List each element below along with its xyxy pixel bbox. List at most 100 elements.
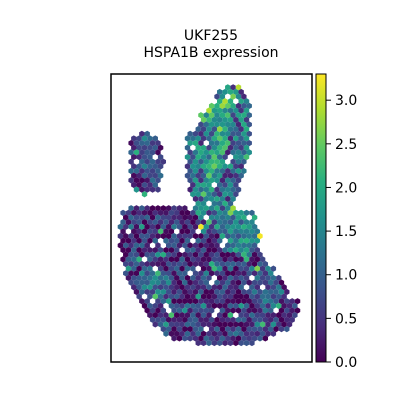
spot xyxy=(270,274,277,282)
spot xyxy=(251,270,258,277)
spot xyxy=(241,140,247,147)
spot xyxy=(208,158,215,165)
spot xyxy=(128,279,134,286)
spot xyxy=(259,302,266,309)
spot xyxy=(203,167,209,175)
spot xyxy=(238,293,244,300)
spot xyxy=(235,214,242,221)
spot xyxy=(217,274,223,282)
spot xyxy=(222,246,228,254)
spot xyxy=(123,260,129,268)
spot xyxy=(217,181,223,189)
spot xyxy=(136,228,142,235)
spot xyxy=(225,167,231,175)
spot xyxy=(225,130,231,137)
spot xyxy=(200,302,207,309)
spot xyxy=(273,298,279,305)
spot xyxy=(190,163,196,170)
spot xyxy=(184,265,191,272)
spot xyxy=(200,256,207,263)
spot xyxy=(211,321,218,328)
spot xyxy=(155,186,161,193)
spot xyxy=(166,251,172,258)
spot xyxy=(251,307,258,314)
spot xyxy=(187,177,193,184)
spot xyxy=(206,284,212,291)
spot xyxy=(241,158,247,165)
spot xyxy=(241,335,247,342)
spot xyxy=(225,260,231,268)
spot xyxy=(249,321,255,328)
spot xyxy=(203,335,209,342)
spot xyxy=(276,284,282,291)
spot xyxy=(195,312,201,319)
spot xyxy=(184,163,191,170)
spot xyxy=(182,307,188,314)
spot xyxy=(200,181,207,189)
spot xyxy=(284,288,290,295)
spot xyxy=(257,335,263,342)
spot xyxy=(190,274,196,282)
spot xyxy=(200,293,207,300)
spot xyxy=(286,321,293,328)
spot xyxy=(227,209,234,216)
spot xyxy=(219,251,226,258)
spot xyxy=(225,298,231,305)
spot xyxy=(251,279,258,286)
spot xyxy=(230,298,236,305)
spot xyxy=(117,233,124,240)
spot xyxy=(235,167,242,175)
spot xyxy=(225,84,231,91)
spot xyxy=(179,330,185,337)
spot xyxy=(198,279,204,286)
spot xyxy=(147,256,153,263)
spot xyxy=(147,274,153,282)
spot xyxy=(128,242,134,249)
colorbar-tick-label: 2.0 xyxy=(335,180,357,196)
spot xyxy=(166,326,172,333)
spot xyxy=(249,302,255,309)
spot xyxy=(257,298,263,305)
spot xyxy=(233,321,239,328)
spot xyxy=(152,256,158,263)
spot xyxy=(195,200,201,207)
spot xyxy=(222,312,228,319)
spot xyxy=(198,298,204,305)
spot xyxy=(128,260,134,268)
spot xyxy=(246,270,252,277)
spot xyxy=(192,326,199,333)
spot xyxy=(157,256,164,263)
spot xyxy=(160,316,167,323)
spot xyxy=(241,93,247,100)
spot xyxy=(273,279,279,286)
spot xyxy=(265,312,271,319)
spot xyxy=(208,205,215,212)
spot xyxy=(208,121,215,128)
spot xyxy=(160,205,167,212)
spot xyxy=(222,116,228,123)
spot xyxy=(257,270,263,277)
spot xyxy=(155,260,161,268)
spot xyxy=(187,140,193,147)
spot xyxy=(208,270,215,277)
spot xyxy=(152,237,158,244)
spot xyxy=(233,339,239,347)
spot xyxy=(235,223,242,230)
spot xyxy=(157,312,164,319)
spot xyxy=(217,98,223,105)
spot xyxy=(208,316,215,323)
spot xyxy=(176,223,183,230)
spot xyxy=(168,219,175,226)
spot xyxy=(160,288,167,295)
spot xyxy=(139,288,145,295)
spot xyxy=(131,135,137,142)
spot xyxy=(166,233,172,240)
spot xyxy=(198,195,204,202)
spot xyxy=(190,219,196,226)
spot xyxy=(203,260,209,268)
spot xyxy=(168,256,175,263)
spot xyxy=(139,177,145,184)
spot xyxy=(241,270,247,277)
spot xyxy=(182,335,188,342)
spot xyxy=(268,307,274,314)
